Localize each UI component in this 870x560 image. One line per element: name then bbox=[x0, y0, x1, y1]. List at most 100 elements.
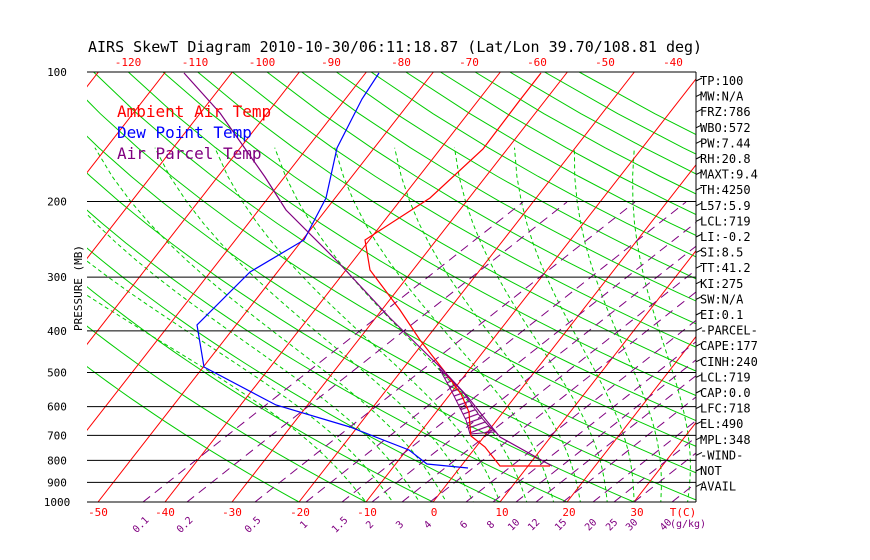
index-tick bbox=[695, 483, 703, 488]
index-tick bbox=[695, 93, 703, 98]
moist-adiabat-line bbox=[214, 147, 501, 502]
bottom-temp-tick: -20 bbox=[290, 506, 310, 519]
mixing-ratio-tick: 0.2 bbox=[175, 515, 196, 536]
mixing-ratio-tick: 25 bbox=[604, 517, 620, 533]
mixing-ratio-line bbox=[371, 245, 696, 502]
series-line-ambient-air-temp bbox=[364, 72, 550, 467]
isotherm-line bbox=[768, 72, 870, 502]
mixing-ratio-tick: 0.1 bbox=[131, 515, 152, 536]
dry-adiabat-line bbox=[474, 72, 696, 195]
stability-index: LI:-0.2 bbox=[700, 230, 751, 244]
moist-adiabat-line bbox=[632, 147, 691, 502]
index-tick bbox=[695, 171, 703, 176]
mixing-ratio-line bbox=[401, 269, 696, 502]
dry-adiabat-line bbox=[232, 72, 696, 348]
mixing-ratio-unit: (g/kg) bbox=[670, 519, 706, 530]
index-tick bbox=[695, 108, 703, 113]
pressure-tick: 500 bbox=[47, 367, 67, 380]
legend-entry: Air Parcel Temp bbox=[117, 144, 262, 163]
stability-index: LCL:719 bbox=[700, 214, 751, 228]
dry-adiabat-line bbox=[301, 72, 696, 302]
stability-index: AVAIL bbox=[700, 480, 736, 494]
mixing-ratio-tick: 20 bbox=[583, 517, 599, 533]
pressure-tick: 200 bbox=[47, 195, 67, 208]
isotherm-line bbox=[365, 78, 696, 502]
index-tick bbox=[695, 233, 703, 238]
bottom-temp-tick: -40 bbox=[155, 506, 175, 519]
dry-adiabat-line bbox=[405, 72, 696, 237]
stability-index: CAPE:177 bbox=[700, 339, 758, 353]
mixing-ratio-tick: 8 bbox=[485, 519, 497, 531]
index-tick bbox=[695, 436, 703, 441]
top-temp-tick: -80 bbox=[391, 56, 411, 69]
isotherm-line bbox=[633, 421, 696, 502]
index-tick bbox=[695, 389, 703, 394]
index-tick bbox=[695, 217, 703, 222]
mixing-ratio-line bbox=[429, 291, 696, 502]
top-temp-tick: -110 bbox=[182, 56, 209, 69]
mixing-ratio-line bbox=[305, 201, 687, 502]
temp-unit-label: T(C) bbox=[670, 506, 697, 519]
isotherm-line bbox=[87, 72, 233, 260]
index-tick bbox=[695, 295, 703, 300]
bottom-temp-tick: 10 bbox=[495, 506, 508, 519]
stability-index: FRZ:786 bbox=[700, 105, 751, 119]
mixing-ratio-tick: 2 bbox=[364, 519, 376, 531]
dry-adiabat-line bbox=[266, 72, 696, 325]
dry-adiabat-line bbox=[336, 72, 696, 280]
isotherm-line bbox=[97, 72, 434, 502]
top-temp-tick: -100 bbox=[249, 56, 276, 69]
dry-adiabat-line bbox=[87, 325, 368, 502]
index-tick bbox=[695, 139, 703, 144]
series-line-dew-point-temp bbox=[196, 72, 469, 469]
bottom-temp-tick: 20 bbox=[562, 506, 575, 519]
index-tick bbox=[695, 280, 703, 285]
legend: Ambient Air Temp Dew Point Temp Air Parcel… bbox=[117, 102, 271, 163]
isotherm-line bbox=[566, 335, 696, 502]
bottom-temp-tick: -50 bbox=[88, 506, 108, 519]
dry-adiabats bbox=[87, 72, 696, 502]
stability-index: L57:5.9 bbox=[700, 199, 751, 213]
mixing-ratio-tick: 3 bbox=[394, 519, 406, 531]
top-temp-tick: -70 bbox=[459, 56, 479, 69]
legend-entry: Dew Point Temp bbox=[117, 123, 252, 142]
top-temp-tick: -40 bbox=[663, 56, 683, 69]
dry-adiabat-line bbox=[87, 247, 502, 502]
pressure-tick: 700 bbox=[47, 429, 67, 442]
stability-index: CAP:0.0 bbox=[700, 386, 751, 400]
mixing-ratio-line bbox=[465, 319, 696, 502]
pressure-tick: 900 bbox=[47, 476, 67, 489]
mixing-ratio-line bbox=[186, 201, 568, 502]
isotherms bbox=[87, 72, 870, 502]
mixing-ratio-tick: 4 bbox=[422, 519, 434, 531]
dry-adiabat-line bbox=[509, 72, 696, 175]
index-tick bbox=[695, 451, 703, 456]
isotherm-line bbox=[87, 72, 166, 174]
pressure-tick: 800 bbox=[47, 454, 67, 467]
index-tick bbox=[695, 327, 703, 332]
mixing-ratio-line bbox=[515, 359, 696, 502]
dry-adiabat-line bbox=[87, 365, 301, 502]
cape-hatched-area bbox=[438, 367, 497, 435]
isotherm-line bbox=[164, 72, 501, 502]
top-temp-tick: -120 bbox=[115, 56, 142, 69]
index-tick bbox=[695, 186, 703, 191]
index-tick bbox=[695, 358, 703, 363]
bottom-temp-tick: 30 bbox=[630, 506, 643, 519]
stability-index: KI:275 bbox=[700, 277, 743, 291]
index-tick bbox=[695, 155, 703, 160]
top-temp-tick: -60 bbox=[527, 56, 547, 69]
series-line-air-parcel-temp bbox=[183, 72, 553, 467]
dry-adiabat-line bbox=[440, 72, 696, 216]
legend-entry: Ambient Air Temp bbox=[117, 102, 271, 121]
pressure-tick: 300 bbox=[47, 271, 67, 284]
stability-index: SI:8.5 bbox=[700, 246, 743, 260]
stability-index: TP:100 bbox=[700, 74, 743, 88]
index-tick bbox=[695, 124, 703, 129]
mixing-ratio-tick: 0.5 bbox=[243, 515, 264, 536]
pressure-tick: 100 bbox=[47, 66, 67, 79]
isotherm-line bbox=[87, 72, 300, 346]
pressure-tick: 400 bbox=[47, 325, 67, 338]
